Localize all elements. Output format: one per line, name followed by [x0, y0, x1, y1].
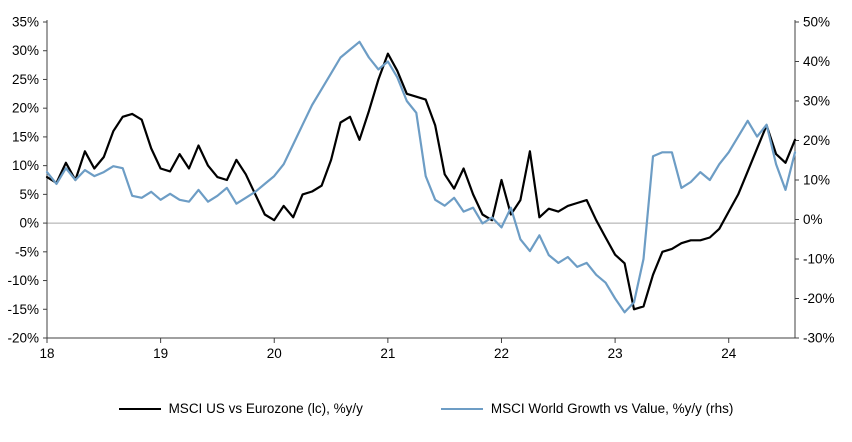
x-axis-tick-label: 19	[153, 346, 168, 361]
left-axis-tick-label: 10%	[12, 158, 39, 173]
axes: 35% 30% 25% 20% 15% 10% 5% 0% -5% -10% -15% -20% 50%…	[7, 15, 834, 362]
left-axis-tick-label: 0%	[19, 216, 39, 231]
series-line-1	[45, 40, 797, 314]
legend-line-swatch-black	[118, 407, 161, 410]
right-axis-tick-label: -20%	[803, 291, 835, 306]
right-axis-tick-label: 30%	[803, 94, 830, 109]
left-axis-tick-label: 25%	[12, 72, 39, 87]
legend-label-msci-us-eurozone: MSCI US vs Eurozone (lc), %y/y	[168, 401, 363, 416]
left-axis-tick-label: -5%	[15, 244, 39, 259]
left-axis-tick-label: -15%	[7, 302, 39, 317]
legend-item-msci-growth-value: MSCI World Growth vs Value, %y/y (rhs)	[440, 401, 734, 416]
x-axis-tick-label: 24	[721, 346, 737, 361]
left-axis-tick-label: 20%	[12, 101, 39, 116]
left-axis-tick-label: -20%	[7, 331, 39, 346]
left-axis-tick-label: -10%	[7, 273, 39, 288]
legend: MSCI US vs Eurozone (lc), %y/y MSCI Worl…	[0, 401, 852, 416]
legend-label-msci-growth-value: MSCI World Growth vs Value, %y/y (rhs)	[490, 401, 734, 416]
legend-item-msci-us-eurozone: MSCI US vs Eurozone (lc), %y/y	[118, 401, 363, 416]
right-axis-tick-label: 0%	[803, 212, 823, 227]
line-chart: 35% 30% 25% 20% 15% 10% 5% 0% -5% -10% -15% -20% 50%…	[7, 15, 834, 362]
right-axis-tick-label: 10%	[803, 173, 830, 188]
x-axis-tick-label: 22	[494, 346, 509, 361]
right-axis-tick-label: 50%	[803, 15, 830, 30]
right-axis-tick-label: -10%	[803, 252, 835, 267]
x-axis-tick-label: 20	[267, 346, 282, 361]
left-axis-tick-label: 15%	[12, 129, 39, 144]
series-line-0	[45, 52, 797, 311]
right-axis-tick-label: 20%	[803, 133, 830, 148]
legend-line-swatch-blue	[440, 407, 483, 410]
left-axis-tick-label: 5%	[19, 187, 39, 202]
x-axis-tick-label: 23	[608, 346, 623, 361]
left-axis-tick-label: 30%	[12, 43, 39, 58]
left-axis-tick-label: 35%	[12, 15, 39, 30]
x-axis-tick-label: 21	[380, 346, 395, 361]
x-axis-tick-label: 18	[39, 346, 54, 361]
right-axis-tick-label: 40%	[803, 54, 830, 69]
right-axis-tick-label: -30%	[803, 331, 835, 346]
